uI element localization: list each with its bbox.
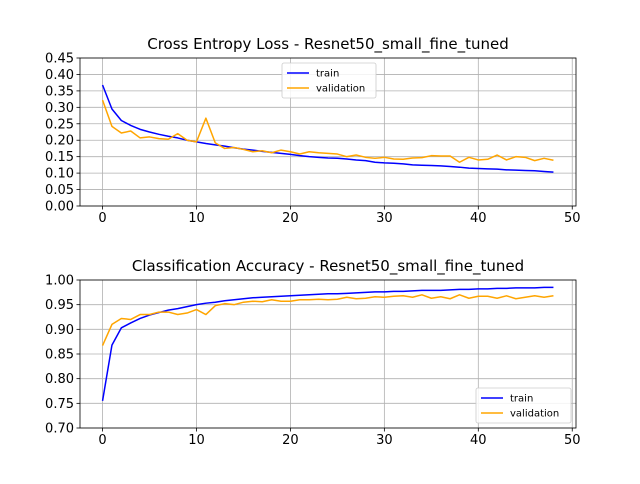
y-tick-label: 0.40 (45, 68, 74, 83)
y-tick-label: 0.70 (45, 422, 74, 437)
y-tick-label: 0.85 (45, 348, 74, 363)
series-line-train (101, 286, 554, 401)
chart-title: Classification Accuracy - Resnet50_small… (132, 257, 524, 276)
legend-label-validation: validation (510, 409, 559, 420)
axes-frame (79, 57, 577, 207)
x-tick-label: 30 (376, 211, 393, 226)
series-line-validation (101, 99, 554, 164)
x-tick-label: 20 (282, 433, 299, 448)
y-tick-label: 0.45 (45, 52, 74, 67)
accuracy-chart: 0 10 20 30 40 50 0.70 0.75 0.80 0.85 0.90 0.95 1.00 C… (45, 257, 580, 448)
y-tick-label: 0.00 (45, 200, 74, 215)
y-tick-label: 0.35 (45, 84, 74, 99)
y-tick-label: 0.25 (45, 117, 74, 132)
y-tick-label: 0.80 (45, 372, 74, 387)
chart-title: Cross Entropy Loss - Resnet50_small_fine… (147, 35, 509, 54)
x-tick-label: 40 (470, 433, 487, 448)
x-tick-label: 40 (470, 211, 487, 226)
legend-label-train: train (316, 69, 339, 80)
y-tick-label: 0.30 (45, 101, 74, 116)
series-line-validation (101, 294, 554, 346)
y-tick-label: 0.15 (45, 150, 74, 165)
y-tick-label: 0.95 (45, 298, 74, 313)
y-tick-label: 0.75 (45, 397, 74, 412)
series-line-train (101, 84, 554, 173)
legend: train validation (281, 62, 377, 99)
x-tick-label: 10 (188, 211, 205, 226)
x-tick-label: 30 (376, 433, 393, 448)
y-tick-label: 0.05 (45, 183, 74, 198)
x-tick-label: 50 (564, 211, 581, 226)
legend-label-train: train (510, 394, 533, 405)
x-tick-label: 50 (564, 433, 581, 448)
y-tick-label: 0.90 (45, 323, 74, 338)
y-tick-label: 1.00 (45, 274, 74, 289)
y-tick-label: 0.20 (45, 134, 74, 149)
legend-box (281, 62, 377, 99)
x-tick-label: 0 (98, 433, 106, 448)
x-tick-label: 0 (98, 211, 106, 226)
loss-chart: 0 10 20 30 40 50 0.00 0.050.10 0.150.20 0.250.30 0… (45, 35, 580, 226)
legend-label-validation: validation (316, 84, 365, 95)
legend: train validation (475, 387, 572, 424)
x-tick-label: 20 (282, 211, 299, 226)
x-tick-label: 10 (188, 433, 205, 448)
legend-box (475, 387, 572, 424)
y-tick-label: 0.10 (45, 167, 74, 182)
